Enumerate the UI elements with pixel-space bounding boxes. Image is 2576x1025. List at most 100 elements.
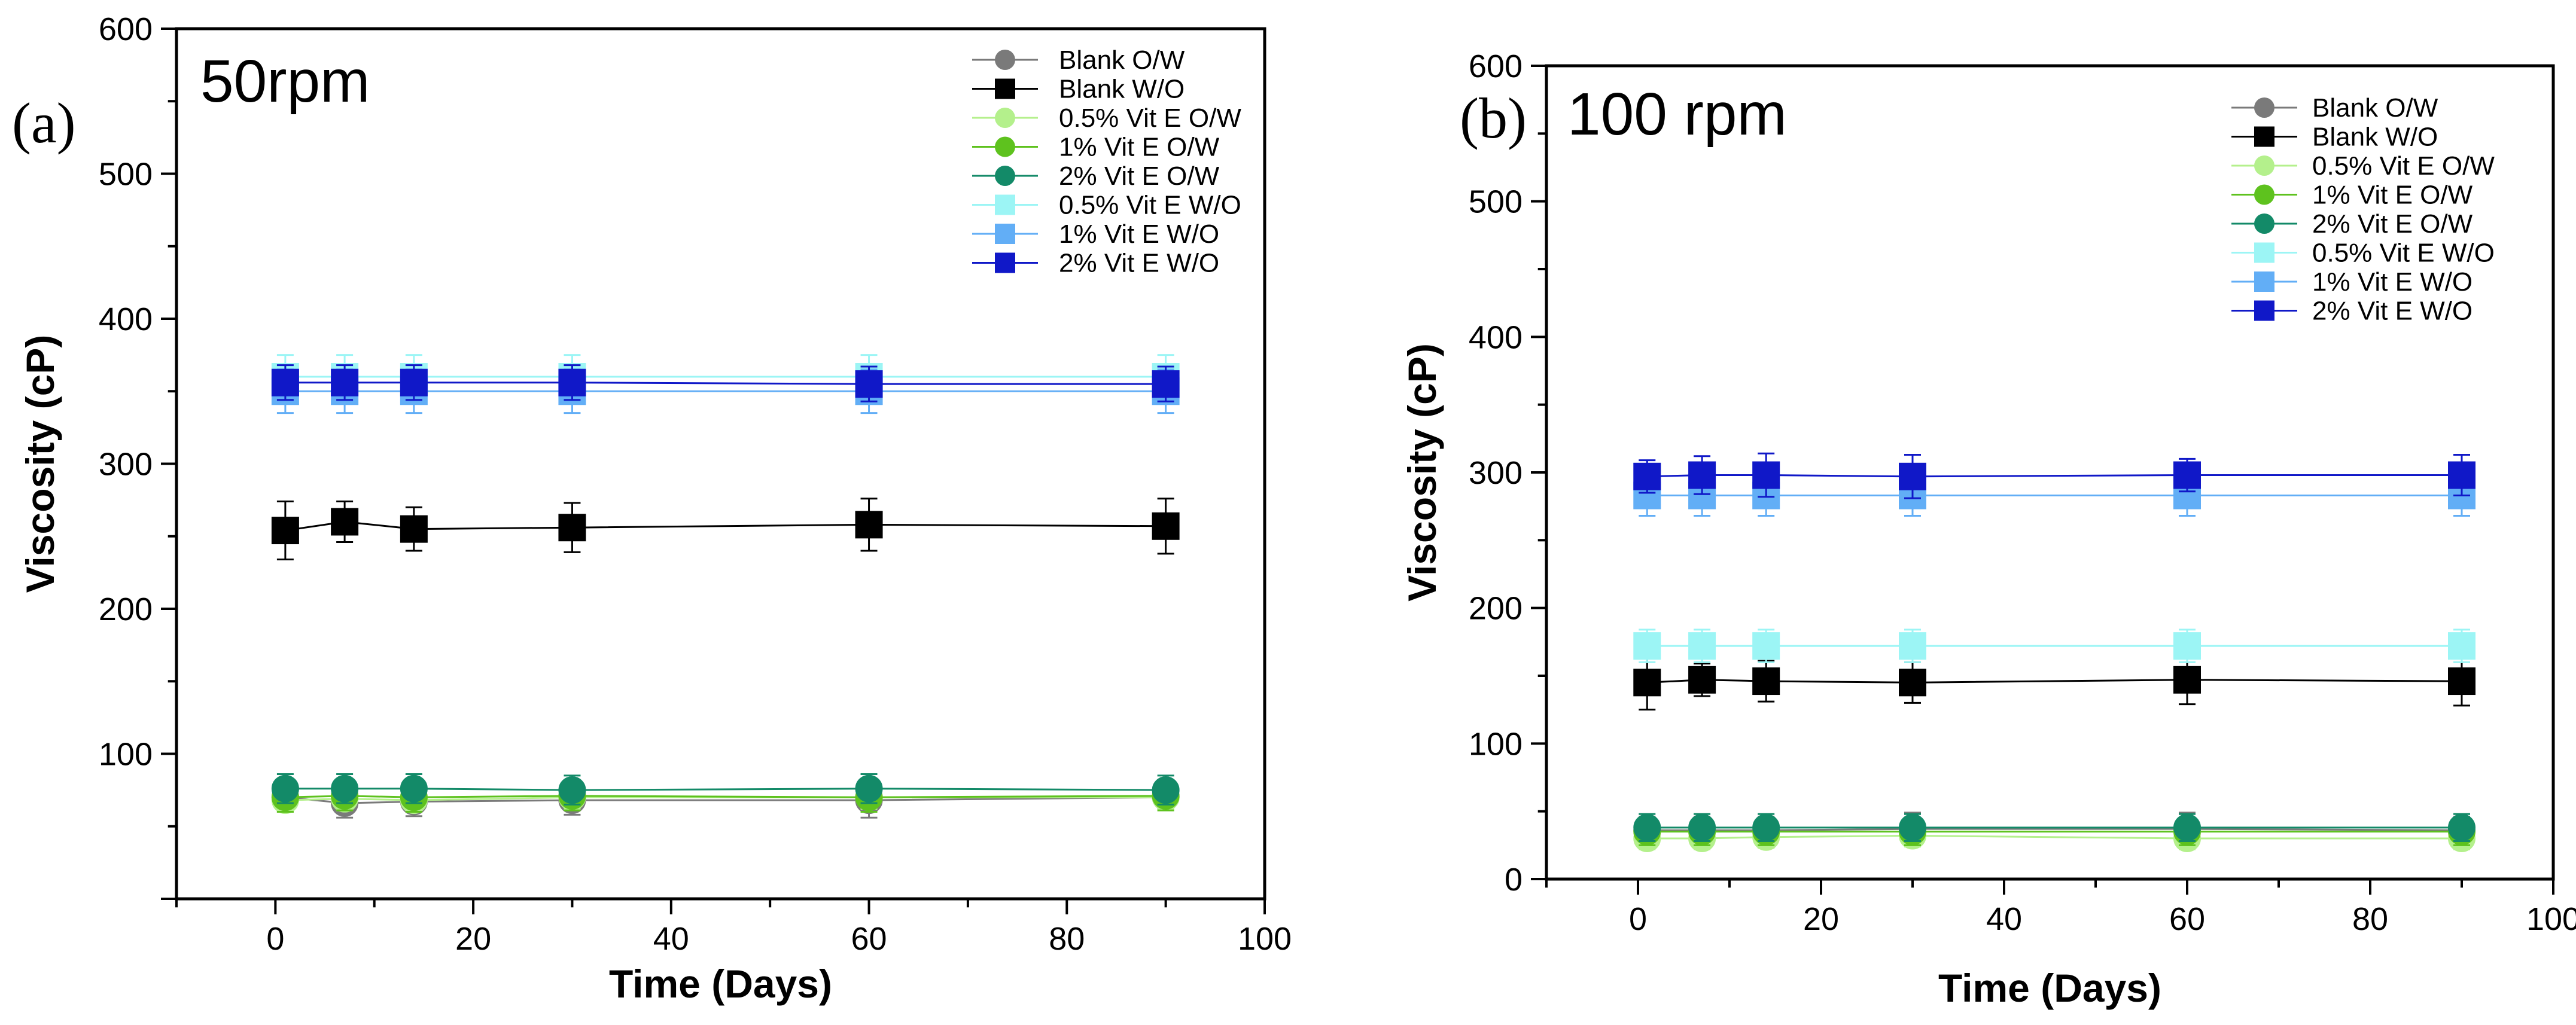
y-tick-label: 100: [99, 737, 153, 773]
legend-marker: [2254, 271, 2274, 292]
x-tick-label: 0: [1629, 901, 1647, 937]
legend-marker: [2254, 155, 2274, 176]
legend-marker: [995, 194, 1015, 215]
y-tick-label: 200: [1469, 591, 1523, 627]
legend-label: 2% Vit E O/W: [2312, 209, 2473, 239]
x-axis-title: Time (Days): [1938, 966, 2161, 1010]
data-point: [855, 511, 883, 539]
x-tick-label: 20: [1803, 901, 1839, 937]
chart-title: 50rpm: [200, 48, 370, 115]
data-point: [331, 368, 359, 396]
legend-label: 0.5% Vit E W/O: [2312, 239, 2495, 268]
data-point: [1752, 813, 1780, 841]
data-point: [2173, 461, 2201, 489]
data-point: [1899, 462, 1926, 490]
data-point: [1633, 462, 1661, 490]
x-tick-label: 60: [851, 921, 887, 957]
y-axis-title: Viscosity (cP): [1400, 343, 1444, 602]
data-point: [2448, 667, 2475, 695]
legend-label: 0.5% Vit E O/W: [1059, 103, 1241, 133]
y-tick-label: 600: [1469, 48, 1523, 84]
data-point: [400, 774, 428, 803]
y-tick-label: 200: [99, 591, 153, 627]
chart-panel-b: 0 20 40 60 80 100 0 100 200 300 400 500 600 Time (Day…: [1400, 48, 2576, 1010]
x-tick-label: 40: [1986, 901, 2022, 937]
legend-label: 2% Vit E W/O: [1059, 249, 1219, 278]
legend-label: 0.5% Vit E O/W: [2312, 151, 2495, 181]
data-point: [1899, 813, 1926, 841]
data-point: [1752, 632, 1780, 660]
data-point: [1688, 666, 1716, 694]
data-point: [1752, 667, 1780, 695]
y-tick-label: 500: [99, 157, 153, 193]
legend-marker: [2254, 97, 2274, 118]
series-blank-w-o: [271, 498, 1180, 561]
x-axis-title: Time (Days): [609, 962, 832, 1006]
legend-marker: [995, 78, 1015, 99]
data-point: [1688, 461, 1716, 489]
legend-label: 1% Vit E O/W: [1059, 133, 1220, 162]
data-point: [1752, 461, 1780, 489]
chart-panel-a: 0 20 40 60 80 100 100 200 300 400 500 600 Time (Days…: [12, 11, 1292, 1006]
legend-marker: [2254, 242, 2274, 263]
data-point: [331, 774, 359, 803]
legend-marker: [2254, 184, 2274, 205]
series-blank-w-o: [1633, 654, 2475, 711]
data-point: [1152, 776, 1180, 804]
y-tick-label: 100: [1469, 726, 1523, 762]
series-2-vit-e-o-w: [1633, 813, 2475, 843]
y-tick-label: 400: [1469, 319, 1523, 355]
legend-marker: [995, 166, 1015, 186]
data-point: [400, 515, 428, 543]
data-point: [558, 776, 586, 804]
legend-label: 1% Vit E W/O: [2312, 267, 2473, 297]
x-tick-label: 20: [455, 921, 491, 957]
legend-marker: [2254, 126, 2274, 147]
data-point: [1633, 813, 1661, 841]
data-point: [1633, 669, 1661, 697]
data-point: [558, 368, 586, 396]
data-point: [2448, 632, 2475, 660]
legend-label: 1% Vit E W/O: [1059, 219, 1219, 249]
y-tick-label: 400: [99, 301, 153, 337]
data-point: [2173, 632, 2201, 660]
y-tick-label: 600: [99, 11, 153, 47]
legend-label: Blank W/O: [1059, 75, 1185, 104]
legend-marker: [2254, 213, 2274, 234]
y-tick-label: 300: [99, 447, 153, 483]
data-point: [1688, 813, 1716, 841]
panel-label: (a): [12, 91, 76, 155]
data-point: [271, 517, 299, 545]
legend-marker: [995, 224, 1015, 244]
legend-label: 1% Vit E O/W: [2312, 181, 2473, 210]
legend-label: 2% Vit E W/O: [2312, 297, 2473, 326]
legend-marker: [995, 252, 1015, 273]
legend-marker: [995, 136, 1015, 157]
x-tick-label: 100: [1238, 921, 1292, 957]
data-point: [1633, 632, 1661, 660]
data-point: [2173, 666, 2201, 694]
y-tick-label: 0: [1505, 862, 1523, 898]
x-tick-label: 40: [653, 921, 689, 957]
series-0-5-vit-e-w-o: [1633, 629, 2475, 663]
panel-label: (b): [1460, 86, 1527, 150]
legend-marker: [995, 50, 1015, 70]
data-point: [331, 508, 359, 536]
data-point: [2448, 461, 2475, 489]
legend-label: 0.5% Vit E W/O: [1059, 191, 1241, 220]
x-tick-label: 80: [2352, 901, 2388, 937]
legend-label: Blank O/W: [2312, 93, 2438, 123]
x-tick-label: 100: [2526, 901, 2576, 937]
y-tick-label: 500: [1469, 184, 1523, 220]
legend-label: Blank O/W: [1059, 45, 1185, 75]
legend-marker: [995, 108, 1015, 128]
legend-marker: [2254, 300, 2274, 321]
data-point: [1899, 669, 1926, 697]
y-axis-title: Viscosity (cP): [18, 335, 62, 593]
x-tick-label: 60: [2169, 901, 2205, 937]
legend-label: Blank W/O: [2312, 123, 2438, 152]
data-point: [2173, 813, 2201, 841]
